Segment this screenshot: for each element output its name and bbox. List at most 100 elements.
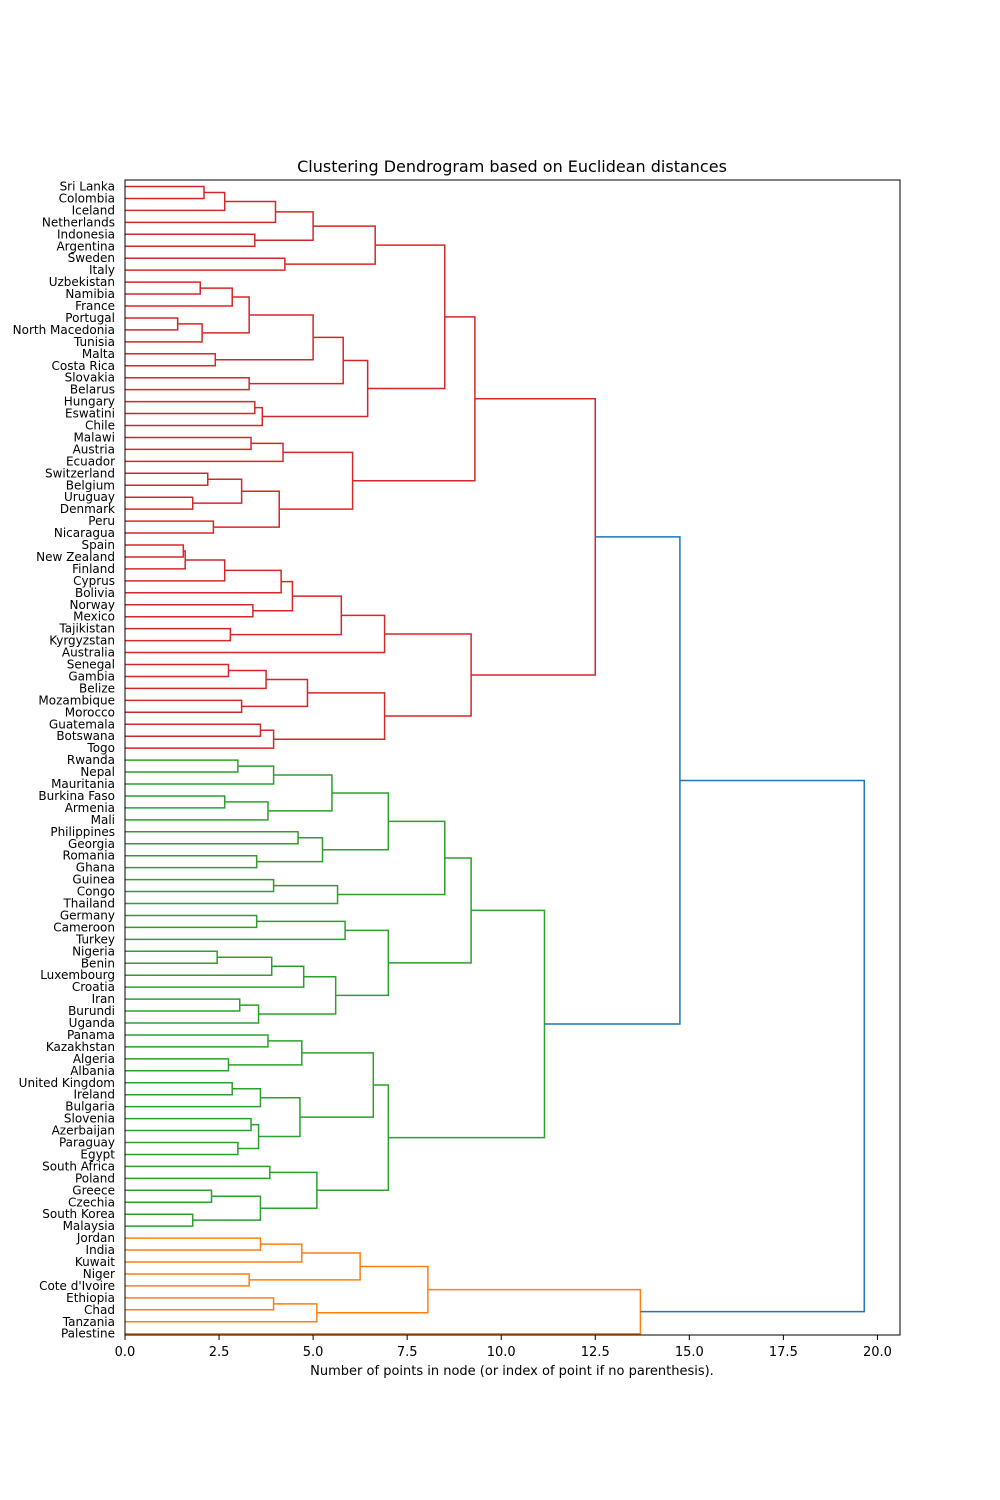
dendrogram-link [125, 442, 284, 463]
leaf-label: Azerbaijan [52, 1124, 115, 1138]
leaf-label: Portugal [65, 311, 115, 325]
dendrogram-link [125, 1141, 239, 1156]
dendrogram-link [230, 595, 343, 636]
dendrogram-link [249, 1252, 361, 1281]
dendrogram-link [125, 699, 243, 714]
leaf-label: Cyprus [73, 574, 115, 588]
leaf-label: Morocco [65, 705, 115, 719]
leaf-label: Denmark [60, 502, 115, 516]
leaf-label: Algeria [73, 1052, 115, 1066]
dendrogram-link [125, 956, 273, 976]
leaf-label: Norway [69, 598, 115, 612]
leaf-label: Jordan [76, 1231, 115, 1245]
dendrogram-link [125, 604, 254, 618]
dendrogram-link [279, 451, 354, 510]
dendrogram-link [125, 550, 186, 570]
leaf-label: Togo [86, 741, 115, 755]
dendrogram-links [125, 185, 866, 1335]
leaf-label: Croatia [72, 980, 115, 994]
leaf-label: Albania [70, 1064, 115, 1078]
leaf-label: Slovenia [64, 1112, 115, 1126]
leaf-labels: Sri LankaColombiaIcelandNetherlandsIndon… [13, 180, 116, 1341]
leaf-label: Namibia [65, 287, 115, 301]
dendrogram-link [125, 317, 179, 331]
leaf-label: Belize [79, 681, 115, 695]
dendrogram-link [125, 920, 346, 941]
dendrogram-link [299, 1052, 375, 1118]
dendrogram-link [384, 633, 472, 717]
leaf-label: Indonesia [57, 227, 115, 241]
dendrogram-link [125, 281, 201, 295]
leaf-label: Georgia [68, 837, 115, 851]
leaf-label: Burkina Faso [38, 789, 115, 803]
dendrogram-link [273, 692, 386, 740]
dendrogram-link [125, 257, 286, 271]
dendrogram-link [125, 472, 209, 486]
dendrogram-link [125, 1165, 271, 1180]
dendrogram-link [125, 1273, 250, 1287]
leaf-label: Uganda [69, 1016, 115, 1030]
dendrogram-link [388, 909, 546, 1139]
dendrogram-link [316, 1084, 390, 1192]
leaf-label: Kazakhstan [46, 1040, 115, 1054]
x-tick-label: 7.5 [397, 1345, 418, 1360]
x-tick-label: 12.5 [581, 1345, 610, 1360]
dendrogram-link [367, 244, 446, 390]
dendrogram-link [125, 1243, 303, 1263]
dendrogram-link [125, 191, 226, 212]
leaf-label: France [75, 299, 115, 313]
leaf-label: Mexico [73, 610, 115, 624]
leaf-label: Rwanda [67, 753, 115, 767]
leaf-label: Australia [62, 646, 115, 660]
dendrogram-link [213, 490, 280, 528]
leaf-label: Mali [91, 813, 115, 827]
dendrogram-link [544, 536, 681, 1025]
leaf-label: Cote d'Ivoire [39, 1279, 115, 1293]
dendrogram-link [202, 296, 250, 334]
dendrogram-link [125, 831, 299, 845]
leaf-label: Tajikistan [58, 622, 115, 636]
dendrogram-link [125, 436, 252, 451]
dendrogram-link [237, 1123, 260, 1150]
x-axis: 0.0 2.5 5.0 7.5 10.0 12.5 15.0 17.5 20.0 [115, 1335, 892, 1360]
dendrogram-link [388, 857, 472, 964]
dendrogram-link [125, 801, 269, 821]
leaf-label: Philippines [50, 825, 115, 839]
leaf-label: Mozambique [38, 693, 115, 707]
dendrogram-link [256, 837, 324, 863]
dendrogram-link [125, 1004, 260, 1024]
leaf-label: Peru [88, 514, 115, 528]
leaf-label: Germany [60, 908, 115, 922]
chart-title: Clustering Dendrogram based on Euclidean… [297, 157, 727, 176]
leaf-label: Burundi [68, 1004, 115, 1018]
leaf-label: Argentina [56, 239, 115, 253]
leaf-label: Palestine [61, 1327, 115, 1341]
dendrogram-link [125, 287, 233, 307]
dendrogram-link [125, 998, 241, 1012]
leaf-label: Nepal [80, 765, 115, 779]
leaf-label: Benin [81, 956, 115, 970]
dendrogram-link [125, 723, 262, 737]
leaf-label: Colombia [59, 191, 115, 205]
dendrogram-link [125, 614, 386, 654]
leaf-label: Spain [81, 538, 115, 552]
dendrogram-link [125, 914, 258, 929]
leaf-label: Uzbekistan [49, 275, 115, 289]
leaf-label: Panama [67, 1028, 115, 1042]
dendrogram-link [352, 316, 476, 482]
leaf-label: Egypt [80, 1147, 115, 1161]
leaf-label: Kuwait [75, 1255, 115, 1269]
dendrogram-link [125, 544, 185, 558]
dendrogram-link [316, 1265, 429, 1314]
dendrogram-link [241, 678, 309, 708]
dendrogram-link [125, 1082, 233, 1096]
dendrogram-link [125, 200, 277, 224]
dendrogram-link [337, 820, 446, 896]
leaf-label: Chile [85, 419, 115, 433]
leaf-label: South Africa [42, 1159, 115, 1173]
leaf-label: India [86, 1243, 115, 1257]
dendrogram-link [125, 627, 232, 642]
leaf-label: Iceland [72, 203, 115, 217]
leaf-label: Tunisia [73, 335, 115, 349]
dendrogram-link [125, 1058, 230, 1072]
